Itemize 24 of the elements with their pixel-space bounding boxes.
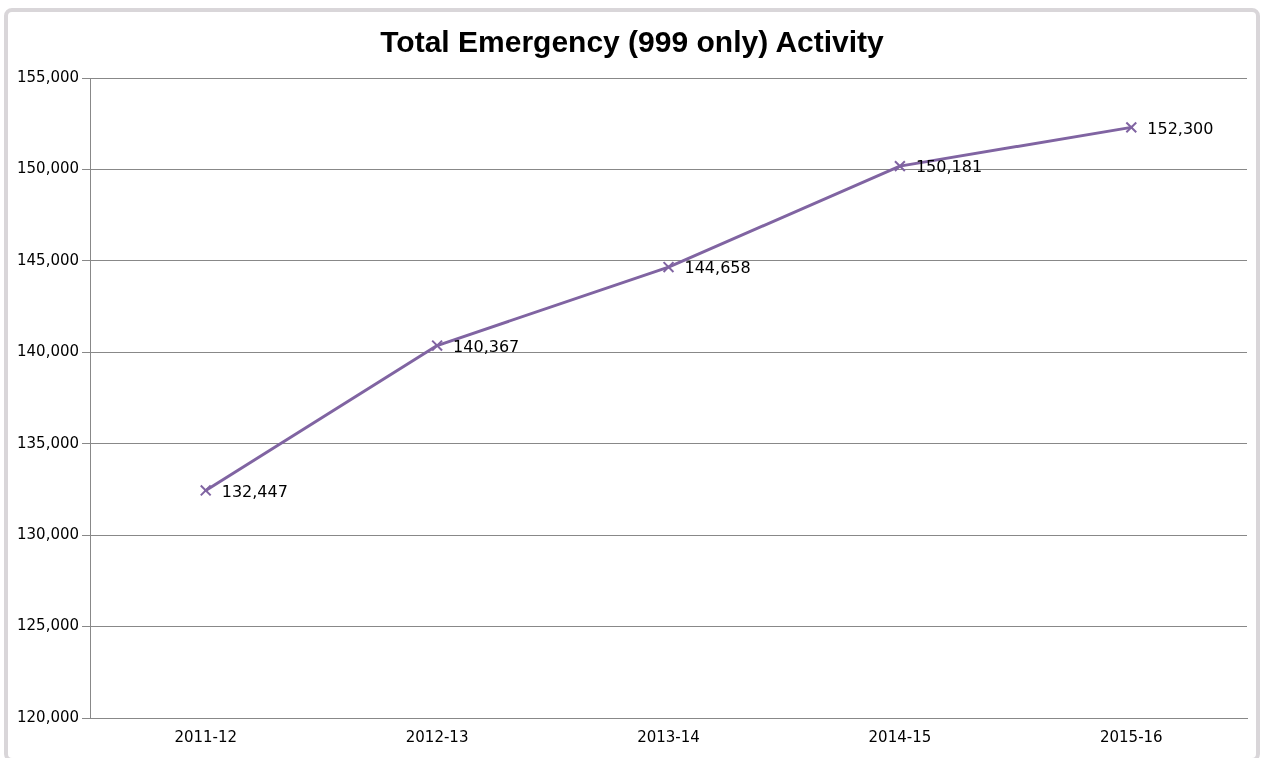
y-tick-label: 135,000 <box>17 433 80 452</box>
point <box>893 160 906 173</box>
data-label: 150,181 <box>915 157 983 177</box>
x-tick-label: 2012-13 <box>405 727 469 746</box>
x-tick-label: 2015-16 <box>1099 727 1163 746</box>
point <box>199 484 212 497</box>
data-label: 152,300 <box>1147 118 1214 138</box>
y-tick-label: 130,000 <box>17 525 80 544</box>
y-tick-label: 120,000 <box>17 707 80 726</box>
x-tick-label: 2014-15 <box>868 727 932 746</box>
y-tick-label: 155,000 <box>17 67 80 86</box>
data-label: 144,658 <box>684 258 751 278</box>
y-tick-label: 140,000 <box>17 342 80 361</box>
x-tick-label: 2011-12 <box>174 727 238 746</box>
data-label: 140,367 <box>453 336 520 356</box>
y-tick-label: 125,000 <box>17 616 80 635</box>
chart-title: Total Emergency (999 only) Activity <box>380 25 885 59</box>
point <box>1125 121 1138 134</box>
point <box>431 339 444 352</box>
y-tick-label: 150,000 <box>17 159 80 178</box>
data-label: 132,447 <box>221 481 288 501</box>
x-tick-label: 2013-14 <box>637 727 700 746</box>
y-tick-label: 145,000 <box>17 250 80 269</box>
point <box>662 261 675 274</box>
